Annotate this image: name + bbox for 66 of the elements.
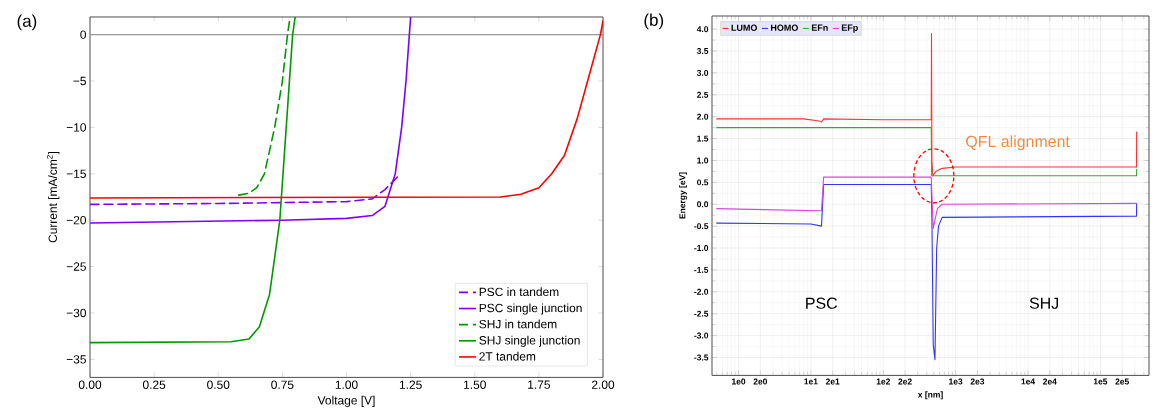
legend-label: 2T tandem [479,351,536,361]
y-axis-title: Current [mA/cm$^{2}$] [46,151,60,243]
x-tick-label: 1e5 [1093,378,1108,385]
y-axis-title: Energy [eV] [679,172,688,219]
chart-title: (b) [644,13,664,30]
x-tick-label: 0.75 [271,380,294,389]
x-tick-label: 2.00 [591,380,615,389]
x-axis-title: x [nm] [917,391,943,400]
x-tick-label: 0.50 [207,380,230,389]
y-tick-label: 2.0 [697,113,709,120]
legend-label: EFp [841,24,858,33]
annotation: QFL alignment [966,135,1070,151]
y-tick-label: 0.5 [697,179,709,186]
y-tick-label: 2.5 [697,91,709,98]
y-tick-label: -0.5 [694,223,709,230]
x-tick-label: 1e0 [732,378,746,385]
x-tick-label: 1e1 [804,378,818,385]
y-tick-label: -3.5 [694,354,709,361]
annotation: SHJ [1029,297,1058,309]
x-tick-label: 2e1 [825,378,840,385]
y-tick-label: 3.5 [696,48,709,55]
y-tick-label: −25 [66,262,86,271]
y-tick-label: 0.0 [697,201,709,208]
x-tick-label: 1.25 [399,380,422,389]
annotation: PSC [806,297,838,309]
x-tick-label: 2e3 [970,378,985,385]
y-tick-label: −35 [66,355,86,364]
y-tick-label: −5 [73,76,86,86]
x-tick-label: 1e4 [1021,378,1036,385]
y-tick-label: 0 [80,30,87,39]
line-series [90,16,412,224]
chart-title: (a) [17,14,37,31]
legend-label: SHJ single junction [479,335,580,347]
y-tick-label: −20 [66,215,87,225]
y-tick-label: -3.0 [694,332,709,339]
x-tick-label: 0.00 [78,380,102,389]
x-tick-label: 1.00 [335,380,358,389]
x-tick-label: 0.25 [142,380,166,389]
y-tick-label: 1.0 [697,157,709,164]
legend-label: LUMO [731,24,757,31]
legend-label: PSC in tandem [479,287,559,297]
y-tick-label: 1.5 [697,135,709,142]
x-tick-label: 2e4 [1043,378,1057,385]
y-tick-label: −10 [66,123,87,132]
legend-label: SHJ in tandem [479,319,557,329]
x-tick-label: 2e5 [1115,378,1129,385]
line-series [90,16,296,344]
y-tick-label: 4.0 [696,26,709,33]
x-tick-label: 1e3 [949,378,963,385]
x-tick-label: 2e0 [753,378,768,385]
x-tick-label: 2e2 [898,378,912,385]
x-tick-label: 1.75 [528,380,551,389]
legend-label: PSC single junction [479,303,582,315]
y-tick-label: -1.0 [694,245,709,252]
legend-label: HOMO [771,24,798,31]
y-tick-label: -2.5 [694,310,709,317]
line-series [90,19,604,199]
y-tick-label: 3.0 [696,69,709,76]
x-axis-title: Voltage [V] [317,395,375,407]
legend-label: EFn [811,24,828,31]
y-tick-label: −15 [66,169,86,178]
y-tick-label: -1.5 [694,266,709,273]
x-tick-label: 1e2 [876,378,890,385]
y-tick-label: −30 [66,308,87,318]
y-tick-label: -2.0 [694,288,709,295]
x-tick-label: 1.50 [464,380,486,389]
